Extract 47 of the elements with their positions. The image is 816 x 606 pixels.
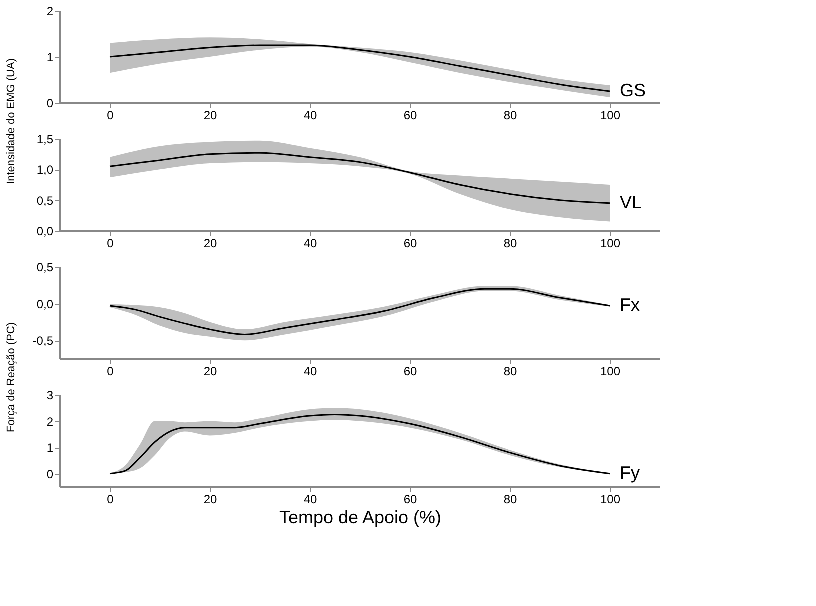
y-tick-label: 3	[46, 388, 54, 402]
x-tick-label: 20	[204, 236, 218, 250]
x-tick-label: 60	[404, 236, 418, 250]
series-label: VL	[620, 192, 642, 212]
x-tick-label: 80	[504, 108, 518, 122]
x-tick-label: 0	[107, 364, 114, 378]
x-tick-label: 100	[600, 364, 621, 378]
y-tick-label: -0,5	[32, 334, 54, 348]
series-label: Fy	[620, 462, 640, 483]
y-tick-label: 1	[46, 441, 54, 456]
x-tick-label: 0	[107, 108, 114, 122]
x-tick-label: 20	[204, 492, 218, 506]
y-tick-label: 0,5	[36, 194, 54, 208]
line-series	[109, 44, 611, 92]
y-tick-label: 0,0	[36, 224, 54, 238]
y-tick-label: 1,5	[36, 132, 54, 146]
x-tick-label: 100	[600, 236, 621, 250]
series-label: GS	[620, 80, 646, 100]
x-tick-label: 80	[504, 492, 518, 506]
y-tick-label: 0	[46, 467, 54, 482]
x-tick-label: 40	[304, 492, 318, 506]
y-axis-title: Força de Reação (PC)	[6, 322, 18, 433]
y-axis-title: Intensidade do EMG (UA)	[6, 58, 18, 184]
x-tick-label: 0	[107, 236, 114, 250]
y-tick-label: 0	[46, 96, 54, 110]
x-tick-label: 40	[304, 108, 318, 122]
y-tick-label: 0,0	[36, 297, 54, 312]
x-tick-label: 60	[404, 492, 418, 506]
line-series	[109, 152, 611, 204]
x-tick-label: 100	[600, 492, 621, 506]
y-tick-label: 2	[46, 414, 54, 429]
x-tick-label: 60	[404, 108, 418, 122]
x-tick-label: 20	[204, 108, 218, 122]
y-tick-label: 0,5	[36, 260, 54, 274]
x-tick-label: 40	[304, 236, 318, 250]
x-tick-label: 100	[600, 108, 621, 122]
y-tick-label: 1,0	[36, 163, 54, 178]
y-tick-label: 1	[46, 50, 54, 64]
x-axis-title: Tempo de Apoio (%)	[279, 508, 442, 528]
series-label: Fx	[620, 295, 640, 316]
x-tick-label: 80	[504, 236, 518, 250]
x-tick-label: 20	[204, 364, 218, 378]
x-tick-label: 0	[107, 492, 114, 506]
x-tick-label: 60	[404, 364, 418, 378]
x-tick-label: 40	[304, 364, 318, 378]
y-tick-label: 2	[46, 4, 54, 18]
x-tick-label: 80	[504, 364, 518, 378]
